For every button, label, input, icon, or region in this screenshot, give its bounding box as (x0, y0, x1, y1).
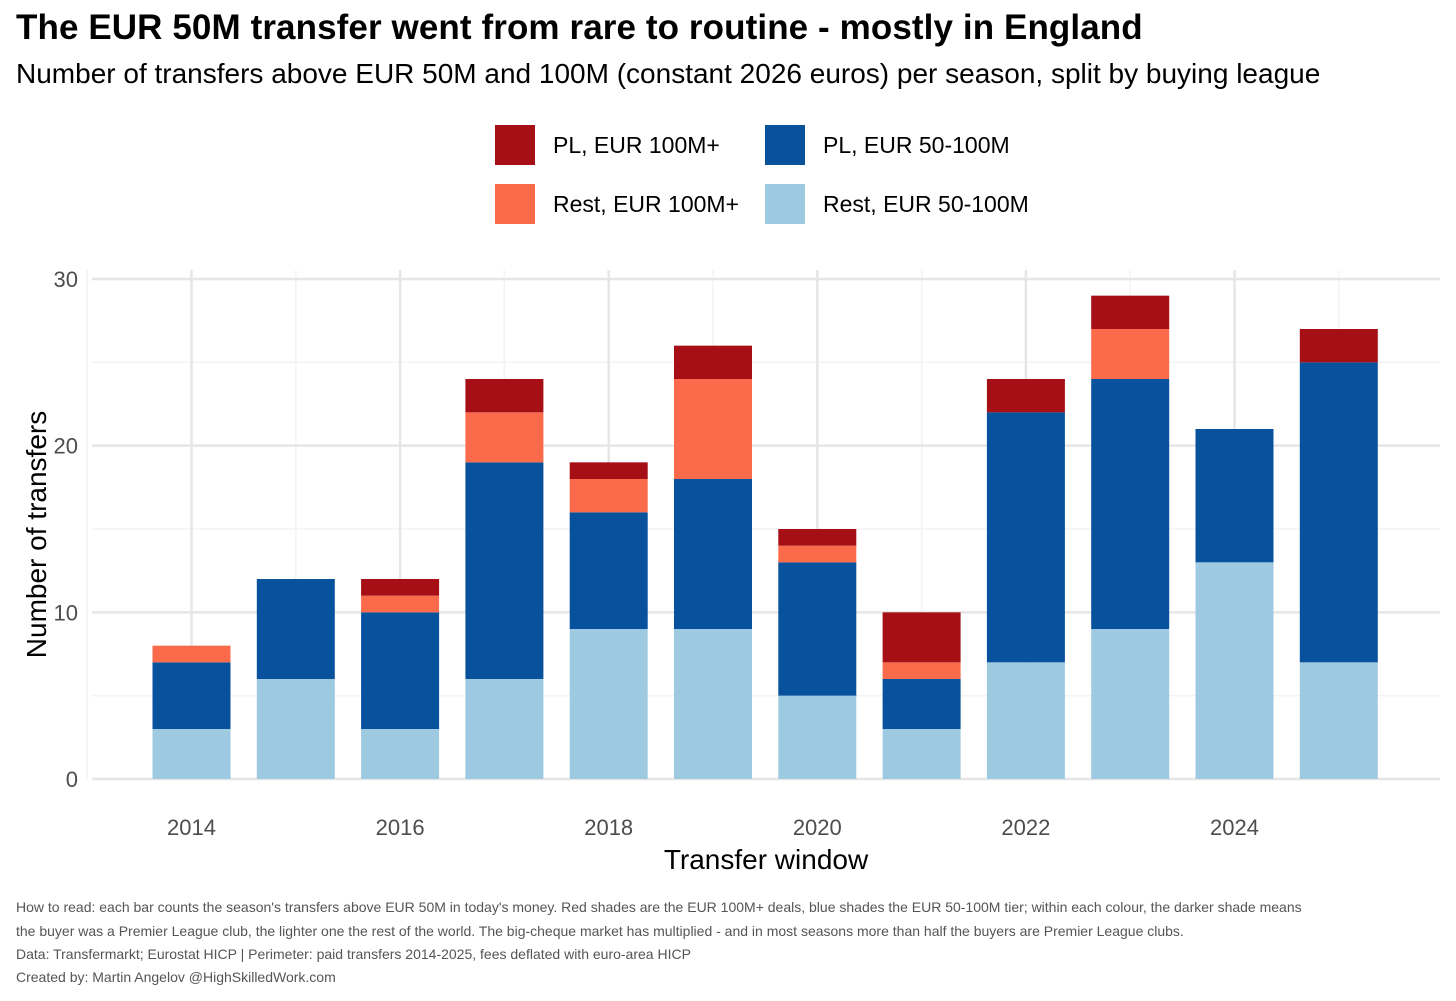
y-axis-title: Number of transfers (21, 411, 52, 658)
chart-plot: 0 10 20 30 2014 2016 2018 2020 2022 2024 Transfer … (21, 267, 1440, 875)
bar-segment-pl-eur-50-100m-2014 (152, 662, 231, 729)
bar-segment-rest-eur-100m-2023 (1091, 329, 1170, 379)
bar-segment-rest-eur-50-100m-2025 (1299, 662, 1378, 779)
bar-segment-pl-eur-50-100m-2015 (256, 579, 335, 679)
bar-segment-pl-eur-100m-2023 (1091, 295, 1170, 329)
bar-segment-rest-eur-100m-2014 (152, 645, 231, 663)
bar-segment-rest-eur-100m-2018 (569, 479, 648, 513)
bar-segment-rest-eur-50-100m-2014 (152, 729, 231, 779)
x-axis-title: Transfer window (664, 844, 869, 875)
bar-segment-rest-eur-50-100m-2022 (986, 662, 1065, 779)
bar-segment-pl-eur-50-100m-2024 (1195, 429, 1274, 563)
legend-swatch-rest-100m (495, 184, 535, 224)
legend-label-rest-50-100m: Rest, EUR 50-100M (823, 190, 1029, 217)
bar-segment-pl-eur-50-100m-2019 (674, 479, 752, 629)
legend-item-rest-100m: Rest, EUR 100M+ (495, 184, 739, 224)
bar-segment-pl-eur-50-100m-2020 (778, 562, 857, 696)
y-tick-label: 0 (66, 767, 78, 792)
bar-segment-pl-eur-100m-2019 (674, 345, 752, 379)
legend-label-pl-50-100m: PL, EUR 50-100M (823, 131, 1010, 158)
x-tick-label: 2018 (584, 815, 633, 840)
caption-created-by: Created by: Martin Angelov @HighSkilledW… (16, 969, 336, 985)
caption-how-to-read-1: How to read: each bar counts the season'… (16, 899, 1302, 915)
x-tick-label: 2024 (1210, 815, 1259, 840)
bar-segment-rest-eur-50-100m-2023 (1091, 629, 1170, 779)
legend-label-rest-100m: Rest, EUR 100M+ (553, 190, 739, 217)
bar-segment-pl-eur-50-100m-2021 (882, 679, 961, 729)
legend-item-pl-50-100m: PL, EUR 50-100M (765, 125, 1010, 165)
legend-item-pl-100m: PL, EUR 100M+ (495, 125, 720, 165)
bar-segment-rest-eur-50-100m-2016 (361, 729, 440, 779)
bar-segment-pl-eur-100m-2016 (361, 579, 440, 596)
bar-segment-rest-eur-100m-2017 (465, 412, 544, 463)
bar-segment-rest-eur-100m-2020 (778, 545, 857, 563)
y-tick-label: 20 (54, 434, 78, 459)
bar-segment-rest-eur-50-100m-2015 (256, 679, 335, 779)
legend-label-pl-100m: PL, EUR 100M+ (553, 131, 720, 158)
bar-segment-rest-eur-50-100m-2020 (778, 695, 857, 779)
bar-segment-pl-eur-100m-2021 (882, 612, 961, 663)
bar-segment-pl-eur-50-100m-2018 (569, 512, 648, 629)
bar-segment-rest-eur-50-100m-2019 (674, 629, 752, 779)
bar-segment-rest-eur-100m-2019 (674, 379, 752, 479)
chart-title: The EUR 50M transfer went from rare to r… (16, 8, 1143, 47)
bar-segment-rest-eur-100m-2016 (361, 595, 440, 613)
x-tick-label: 2016 (376, 815, 425, 840)
bar-segment-rest-eur-50-100m-2021 (882, 729, 961, 779)
bar-segment-pl-eur-50-100m-2023 (1091, 379, 1170, 629)
bar-segment-pl-eur-100m-2020 (778, 529, 857, 546)
caption-data-source: Data: Transfermarkt; Eurostat HICP | Per… (16, 946, 691, 962)
x-tick-label: 2020 (793, 815, 842, 840)
bar-segment-rest-eur-100m-2021 (882, 662, 961, 679)
bar-segment-rest-eur-50-100m-2017 (465, 679, 544, 779)
bar-segment-pl-eur-50-100m-2025 (1299, 362, 1378, 663)
chart-subtitle: Number of transfers above EUR 50M and 10… (16, 58, 1321, 89)
bar-segment-pl-eur-100m-2025 (1299, 329, 1378, 363)
y-tick-label: 10 (54, 600, 78, 625)
legend-swatch-rest-50-100m (765, 184, 805, 224)
bar-segment-pl-eur-50-100m-2017 (465, 462, 544, 679)
bar-segment-pl-eur-100m-2022 (986, 379, 1065, 413)
bar-segment-pl-eur-50-100m-2022 (986, 412, 1065, 663)
bar-segment-pl-eur-50-100m-2016 (361, 612, 440, 729)
legend-item-rest-50-100m: Rest, EUR 50-100M (765, 184, 1029, 224)
legend-swatch-pl-50-100m (765, 125, 805, 165)
y-tick-label: 30 (54, 267, 78, 292)
bar-segment-rest-eur-50-100m-2024 (1195, 562, 1274, 779)
bar-segment-rest-eur-50-100m-2018 (569, 629, 648, 779)
x-tick-label: 2014 (167, 815, 216, 840)
legend-swatch-pl-100m (495, 125, 535, 165)
bar-segment-pl-eur-100m-2018 (569, 462, 648, 479)
caption-how-to-read-2: the buyer was a Premier League club, the… (16, 923, 1184, 939)
x-tick-label: 2022 (1001, 815, 1050, 840)
bar-segment-pl-eur-100m-2017 (465, 379, 544, 413)
